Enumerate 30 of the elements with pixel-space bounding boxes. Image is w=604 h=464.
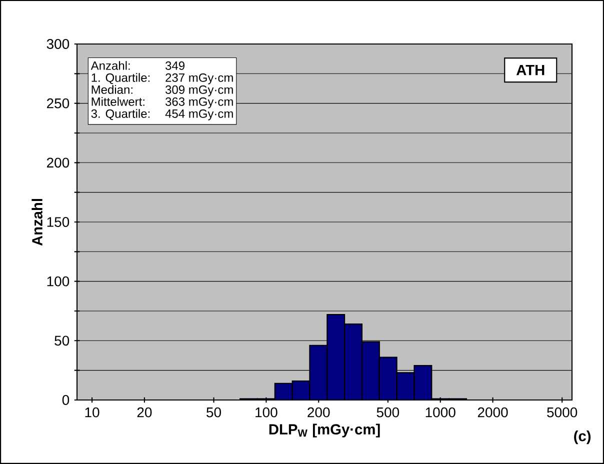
x-tick-label: 200 [308, 407, 330, 418]
y-tick-label: 200 [46, 158, 70, 168]
y-tick-label: 150 [47, 217, 70, 227]
x-tick-label: 100 [256, 407, 278, 418]
x-tick-label: 1000 [426, 407, 456, 418]
annotation: Mittelwert: [92, 97, 144, 106]
text: (c) [574, 430, 591, 444]
y-tick-label: 250 [46, 98, 70, 108]
y-tick-label: 300 [46, 39, 70, 49]
x-tick-label: 20 [137, 407, 152, 418]
annotation: 363 mGy·cm [165, 97, 233, 108]
x-tick-label: 2000 [478, 407, 508, 418]
annotation: ATH [516, 65, 544, 76]
annotation: 349 [165, 61, 184, 70]
x-tick-label: 500 [376, 407, 400, 418]
y-tick-label: 50 [54, 336, 70, 346]
x-tick-label: 10 [85, 407, 100, 418]
annotation: 3. Quartile: [91, 109, 150, 120]
annotation: 454 mGy·cm [165, 109, 233, 120]
x-tick-label: 5000 [547, 407, 578, 418]
annotation: 1. Quartile: [92, 73, 150, 84]
y-tick-label: 0 [62, 395, 70, 405]
x-tick-label: 50 [206, 407, 221, 418]
annotation: Anzahl: [90, 61, 130, 70]
x-axis-title: DLP$_{W}$ [mGy·cm] [269, 424, 380, 438]
annotation: 237 mGy·cm [166, 73, 233, 84]
y-tick-label: 100 [47, 276, 70, 286]
y-axis-title: Anzahl [32, 198, 42, 246]
annotation: Median: [92, 85, 132, 94]
annotation: 309 mGy·cm [165, 85, 233, 96]
